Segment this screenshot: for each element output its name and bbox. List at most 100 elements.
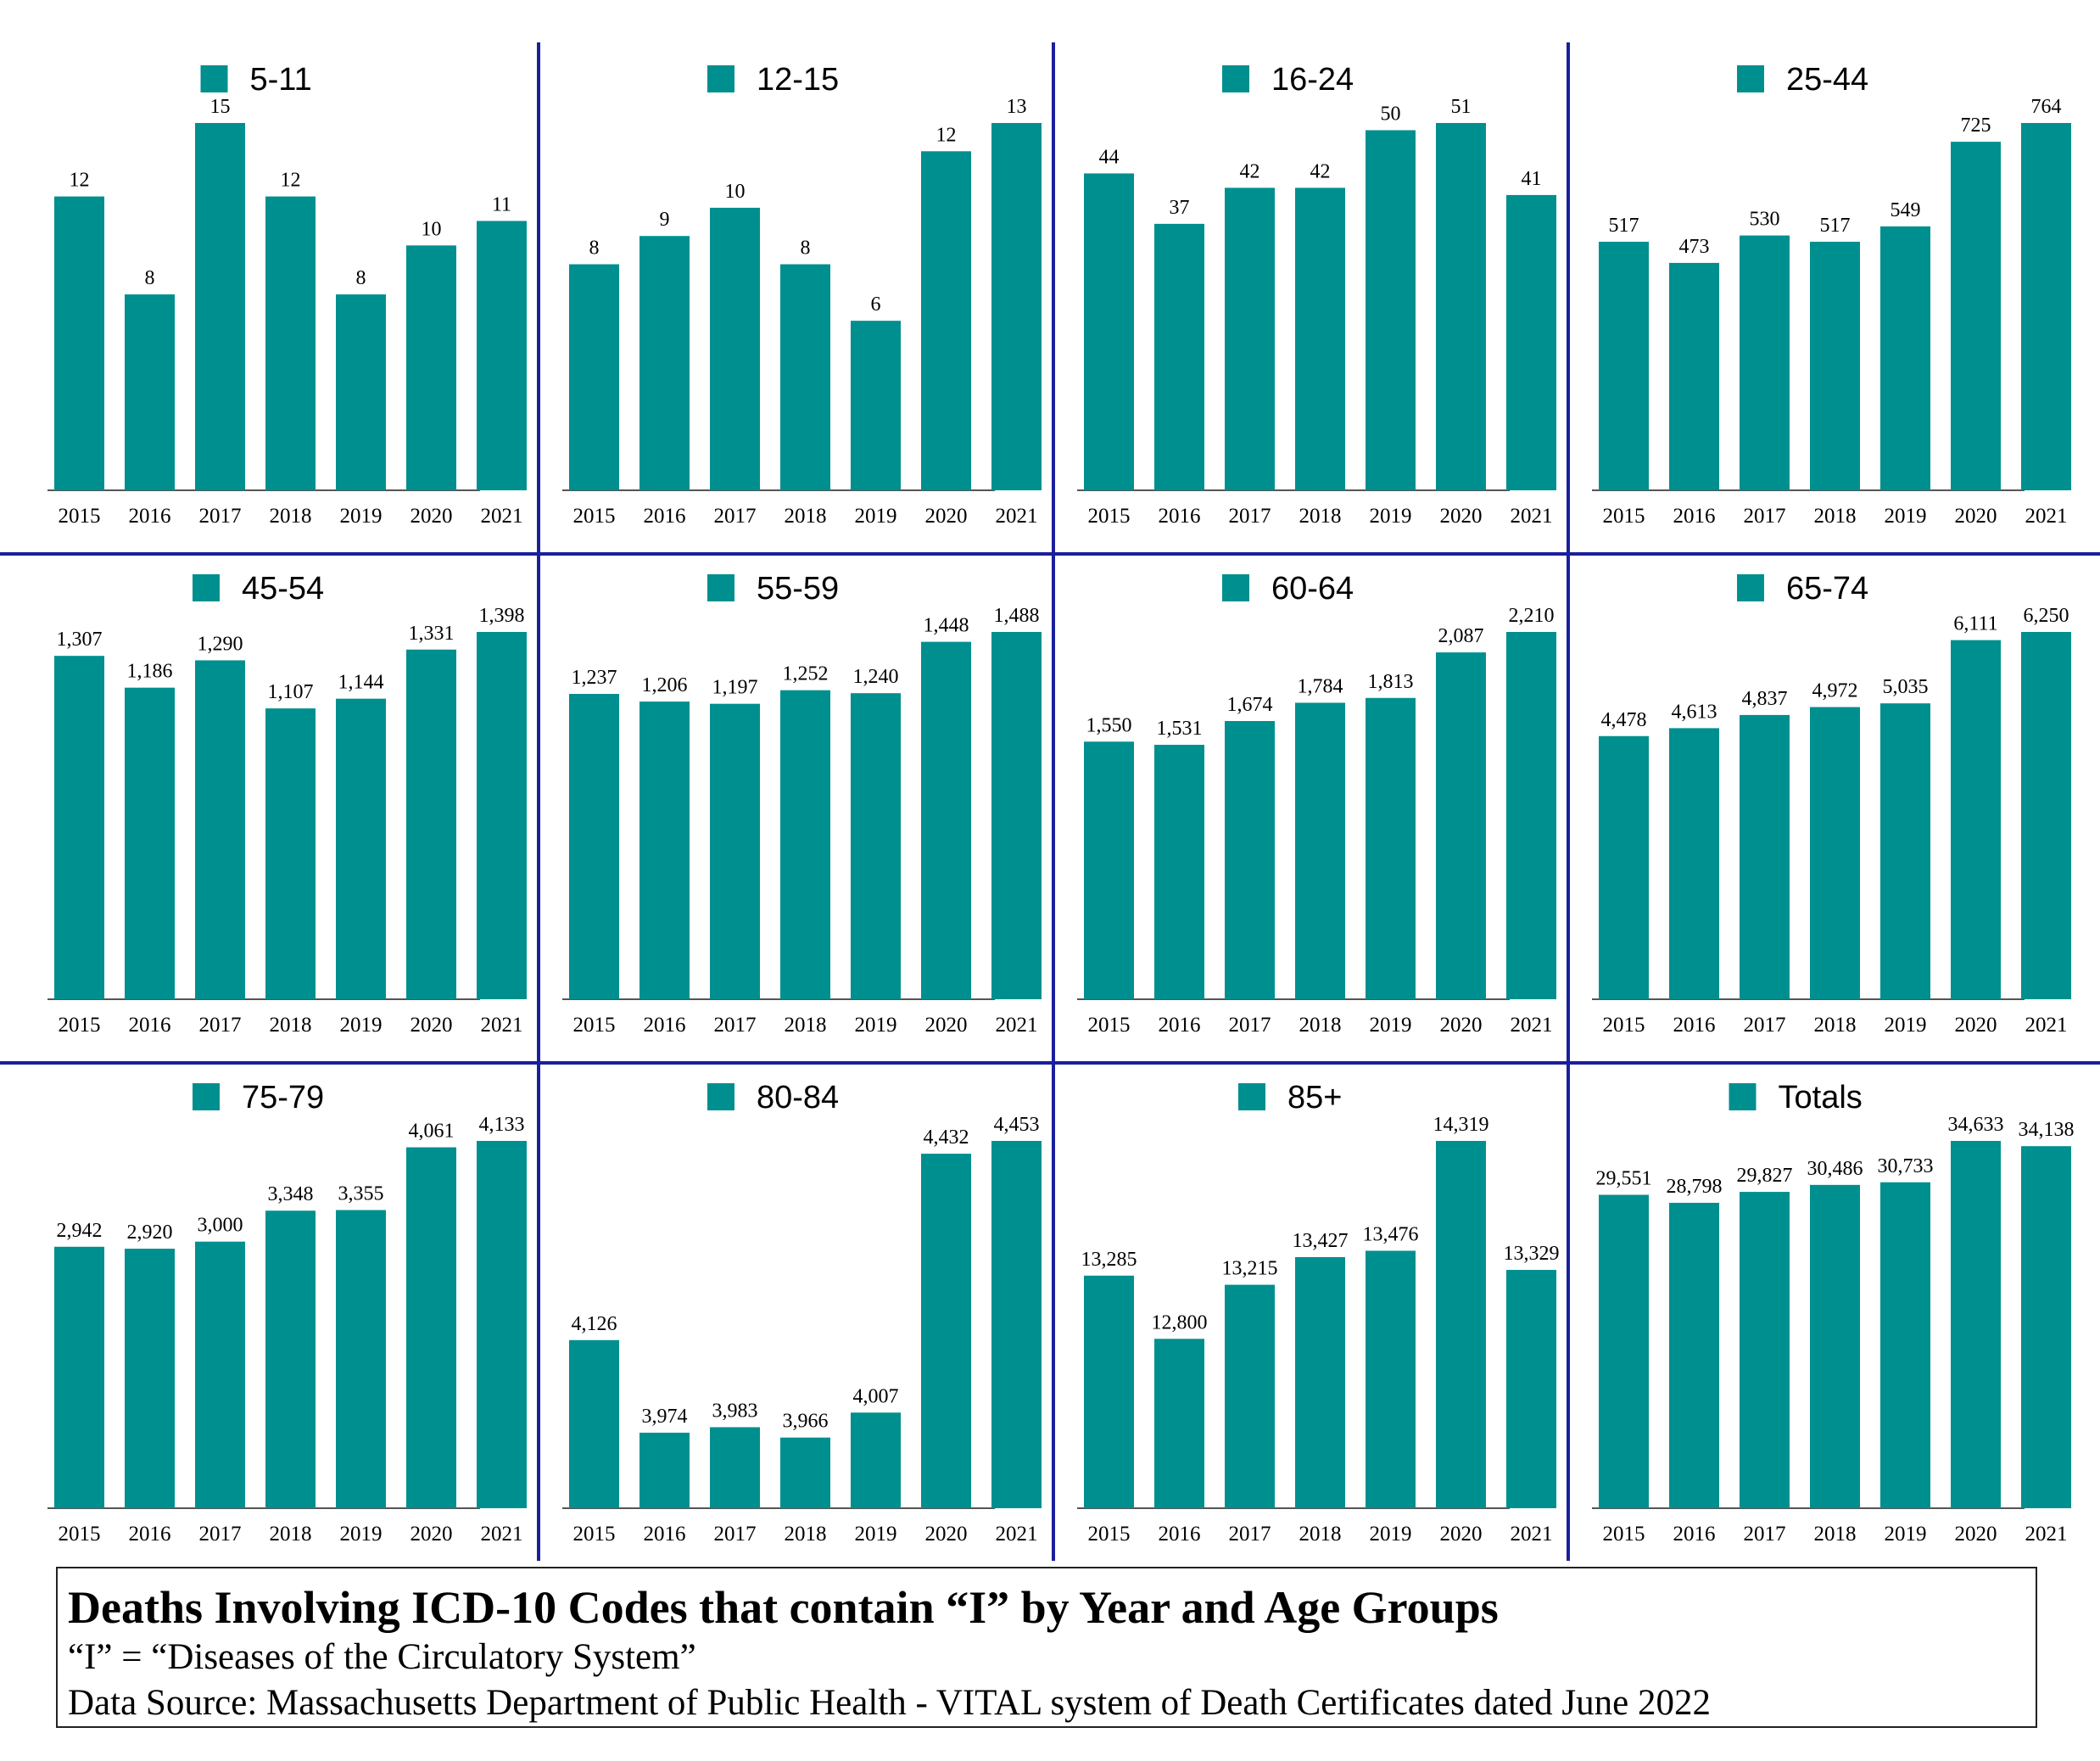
x-tick-label-2016: 2016	[1673, 1523, 1716, 1546]
data-label-2015: 13,285	[1081, 1249, 1137, 1271]
data-label-2020: 51	[1451, 96, 1472, 118]
bar-2019	[851, 1412, 901, 1508]
bar-2017	[1740, 714, 1790, 999]
x-tick-label-2021: 2021	[1511, 1523, 1553, 1546]
bar-2021	[2021, 1146, 2071, 1508]
legend-swatch	[707, 1083, 734, 1110]
x-tick-label-2018: 2018	[270, 505, 312, 528]
data-label-2015: 1,307	[57, 629, 103, 651]
x-tick-label-2020: 2020	[1955, 505, 1997, 528]
bar-2016	[639, 702, 690, 999]
data-label-2017: 530	[1750, 209, 1780, 231]
x-tick-label-2020: 2020	[925, 1014, 968, 1037]
data-label-2016: 1,206	[642, 674, 688, 696]
x-tick-label-2015: 2015	[573, 505, 616, 528]
x-tick-label-2021: 2021	[996, 505, 1038, 528]
x-tick-label-2017: 2017	[714, 1014, 757, 1037]
data-label-2021: 34,138	[2019, 1119, 2075, 1141]
x-tick-label-2019: 2019	[340, 1014, 383, 1037]
data-label-2019: 1,144	[338, 672, 384, 694]
data-label-2019: 6	[871, 294, 881, 316]
data-label-2021: 4,453	[994, 1114, 1040, 1136]
x-tick-label-2018: 2018	[785, 1014, 827, 1037]
x-tick-label-2019: 2019	[1370, 1523, 1412, 1546]
bar-2018	[265, 1210, 316, 1508]
data-label-2020: 34,633	[1948, 1114, 2004, 1136]
legend-label: 85+	[1287, 1080, 1342, 1115]
bar-2021	[991, 1141, 1042, 1508]
x-tick-label-2015: 2015	[1603, 505, 1645, 528]
bar-2015	[569, 264, 619, 490]
legend-label: 12-15	[757, 62, 839, 98]
legend-label: 80-84	[757, 1080, 839, 1115]
legend-swatch	[707, 65, 734, 92]
data-label-2019: 8	[356, 267, 366, 289]
x-tick-label-2016: 2016	[644, 1014, 686, 1037]
x-tick-label-2018: 2018	[1299, 1014, 1342, 1037]
x-tick-label-2018: 2018	[1814, 1523, 1857, 1546]
x-tick-label-2018: 2018	[270, 1014, 312, 1037]
x-tick-label-2016: 2016	[644, 1523, 686, 1546]
x-tick-label-2016: 2016	[129, 1014, 171, 1037]
data-label-2021: 1,398	[479, 605, 525, 627]
bar-2017	[710, 703, 760, 999]
data-label-2016: 8	[145, 267, 155, 289]
data-label-2017: 15	[210, 96, 231, 118]
bar-2019	[1366, 130, 1416, 491]
legend-label: Totals	[1779, 1080, 1863, 1115]
bar-2020	[1436, 1141, 1486, 1508]
x-tick-label-2016: 2016	[644, 505, 686, 528]
chart-caption-box: Deaths Involving ICD-10 Codes that conta…	[56, 1567, 2037, 1728]
data-label-2016: 9	[660, 209, 670, 231]
data-label-2021: 2,210	[1509, 605, 1555, 627]
data-label-2017: 3,983	[712, 1400, 758, 1422]
legend-label: 55-59	[757, 571, 839, 607]
data-label-2020: 14,319	[1433, 1114, 1489, 1136]
bar-2017	[195, 660, 245, 999]
bar-2015	[569, 694, 619, 999]
x-tick-label-2017: 2017	[199, 1014, 242, 1037]
data-label-2018: 8	[801, 238, 811, 260]
x-tick-label-2018: 2018	[1814, 1014, 1857, 1037]
bar-2016	[1669, 1202, 1719, 1508]
data-label-2020: 6,111	[1953, 613, 1997, 635]
bar-2021	[477, 1141, 527, 1508]
bar-2018	[1295, 187, 1345, 491]
bar-2016	[1669, 262, 1719, 490]
bar-2015	[1599, 1194, 1649, 1508]
data-label-2020: 1,448	[924, 615, 969, 637]
data-label-2020: 725	[1961, 115, 1991, 137]
data-label-2017: 3,000	[198, 1215, 243, 1237]
bar-2016	[1154, 223, 1204, 490]
bar-2021	[1506, 632, 1556, 999]
x-tick-label-2019: 2019	[1370, 505, 1412, 528]
x-tick-label-2020: 2020	[925, 1523, 968, 1546]
x-tick-label-2017: 2017	[1744, 1523, 1786, 1546]
data-label-2019: 4,007	[853, 1385, 899, 1407]
legend-swatch	[193, 574, 220, 601]
bar-2019	[1366, 1250, 1416, 1508]
data-label-2017: 13,215	[1222, 1258, 1278, 1280]
x-tick-label-2017: 2017	[199, 1523, 242, 1546]
bar-2018	[1810, 707, 1860, 999]
data-label-2018: 3,966	[783, 1411, 829, 1433]
x-tick-label-2015: 2015	[59, 505, 101, 528]
data-label-2017: 4,837	[1742, 688, 1788, 710]
legend-label: 16-24	[1271, 62, 1354, 98]
x-tick-label-2016: 2016	[129, 1523, 171, 1546]
data-label-2021: 11	[492, 193, 511, 215]
x-tick-label-2021: 2021	[1511, 505, 1553, 528]
bar-2016	[125, 687, 175, 999]
x-tick-label-2021: 2021	[2025, 1014, 2068, 1037]
bar-2015	[54, 196, 104, 490]
x-tick-label-2015: 2015	[59, 1523, 101, 1546]
data-label-2018: 30,486	[1807, 1158, 1863, 1180]
bar-2019	[851, 693, 901, 999]
data-label-2019: 50	[1381, 103, 1401, 125]
x-tick-label-2021: 2021	[481, 1523, 523, 1546]
data-label-2017: 10	[725, 181, 746, 203]
data-label-2019: 1,813	[1368, 671, 1414, 693]
data-label-2020: 10	[422, 218, 442, 240]
x-tick-label-2018: 2018	[785, 505, 827, 528]
data-label-2017: 42	[1240, 160, 1260, 182]
